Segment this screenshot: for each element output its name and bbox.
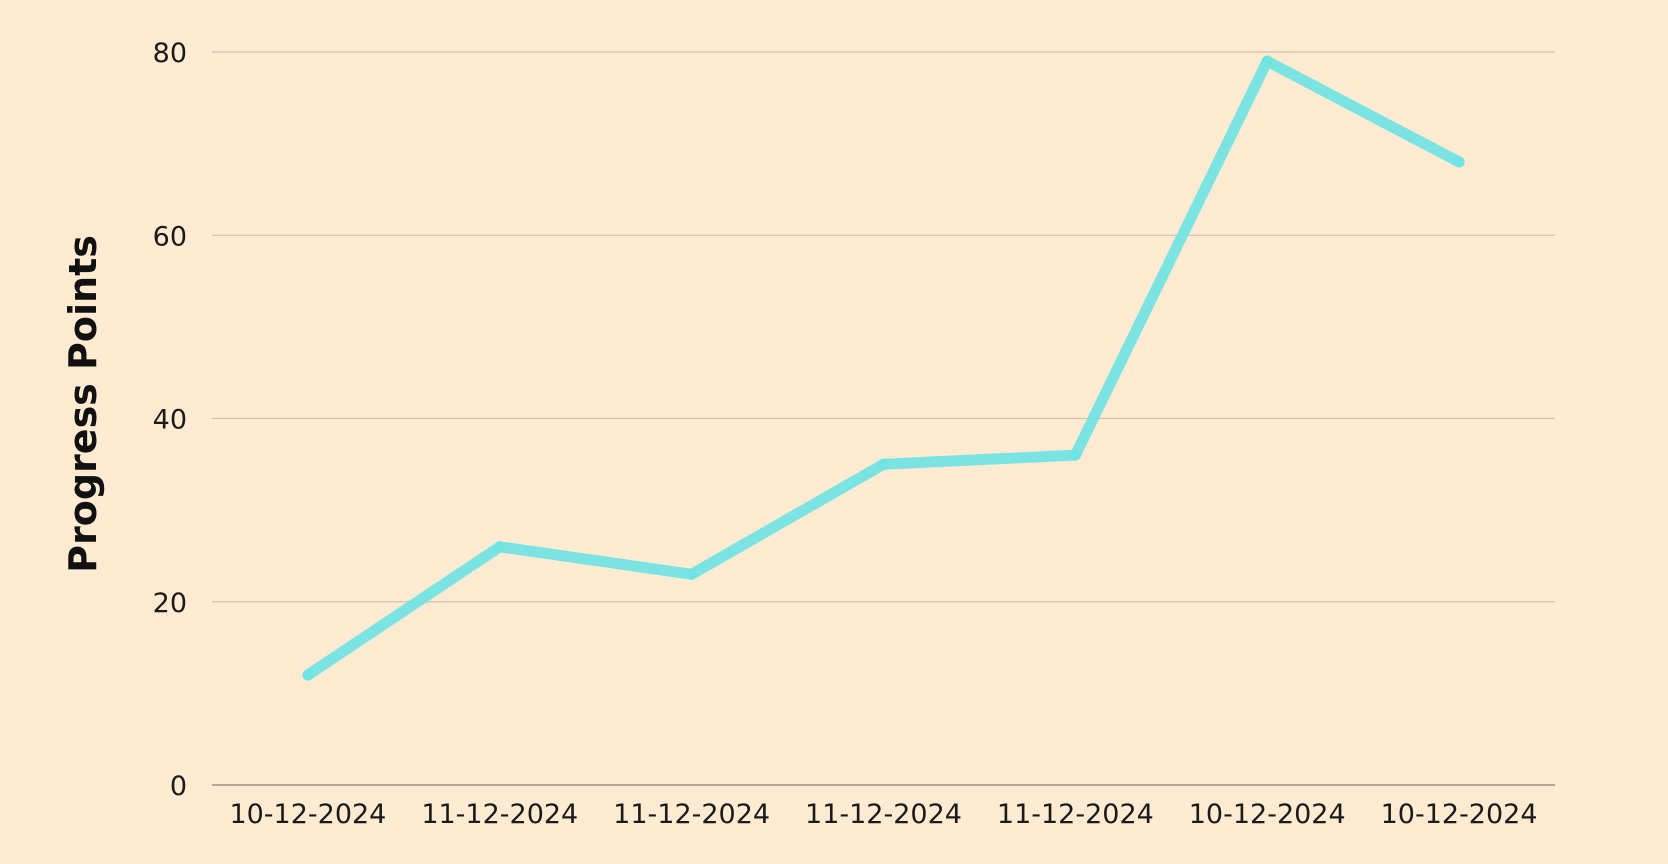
- y-tick-labels: 0 20 40 60 80: [153, 38, 187, 802]
- y-axis-label: Progress Points: [61, 235, 105, 573]
- x-tick-label: 11-12-2024: [421, 799, 578, 830]
- y-tick-label: 0: [170, 771, 187, 802]
- x-tick-label: 10-12-2024: [1189, 799, 1346, 830]
- x-tick-label: 10-12-2024: [229, 799, 386, 830]
- x-tick-label: 11-12-2024: [613, 799, 770, 830]
- y-tick-label: 40: [153, 405, 187, 436]
- data-point: [1261, 55, 1273, 67]
- x-tick-label: 11-12-2024: [805, 799, 962, 830]
- x-tick-label: 11-12-2024: [997, 799, 1154, 830]
- x-tick-label: 10-12-2024: [1381, 799, 1538, 830]
- x-tick-labels: 10-12-2024 11-12-2024 11-12-2024 11-12-2024…: [229, 799, 1537, 830]
- data-point: [878, 458, 889, 470]
- y-tick-label: 20: [153, 588, 187, 619]
- y-tick-label: 80: [153, 38, 187, 69]
- series-line: [302, 55, 1465, 681]
- data-point: [494, 541, 506, 553]
- y-tick-label: 60: [153, 221, 187, 252]
- data-point: [302, 669, 314, 681]
- data-point: [1453, 156, 1465, 168]
- series-layer: [302, 55, 1465, 681]
- data-point: [1069, 449, 1081, 461]
- data-point: [686, 568, 698, 580]
- grid-layer: [212, 51, 1555, 786]
